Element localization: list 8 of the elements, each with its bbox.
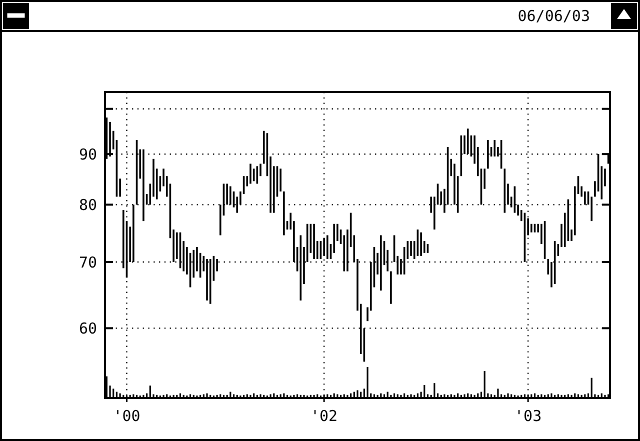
- y-tick-label: 90: [78, 145, 97, 164]
- x-tick-label: '00: [113, 407, 140, 425]
- chart-subtitle: 06/06/03: [518, 7, 590, 25]
- y-tick-label: 80: [78, 196, 97, 214]
- x-tick-label: '02: [310, 407, 338, 425]
- y-tick-label: 60: [78, 319, 97, 338]
- x-tick-label: '03: [514, 407, 542, 425]
- y-tick-label: 70: [78, 253, 97, 272]
